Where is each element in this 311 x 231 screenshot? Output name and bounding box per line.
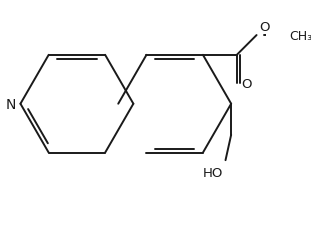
Text: HO: HO: [202, 166, 223, 179]
Text: CH₃: CH₃: [289, 29, 311, 42]
Text: O: O: [259, 21, 270, 34]
Text: O: O: [241, 77, 252, 90]
Text: N: N: [6, 97, 16, 111]
